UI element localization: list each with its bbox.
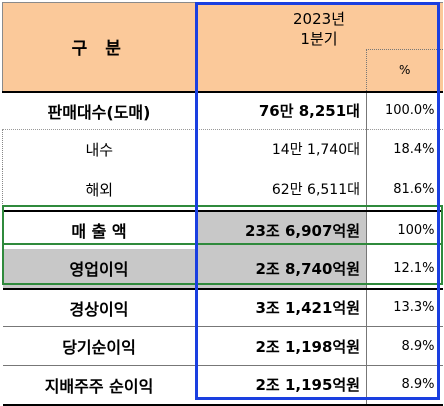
row-value: 14만 1,740대 (195, 129, 367, 169)
row-label: 지배주주 순이익 (2, 365, 196, 406)
row-percent: 8.9% (365, 365, 443, 406)
table-row: 매 출 액 23조 6,907억원 100% (2, 209, 443, 249)
row-label: 내수 (2, 129, 196, 169)
row-value: 76만 8,251대 (195, 90, 367, 130)
row-label: 판매대수(도매) (2, 90, 196, 130)
row-label: 매 출 액 (2, 209, 196, 249)
table-row: 해외 62만 6,511대 81.6% (2, 168, 443, 211)
table-row: 판매대수(도매) 76만 8,251대 100.0% (2, 90, 443, 130)
row-percent: 8.9% (365, 326, 443, 366)
row-value: 2조 8,740억원 (255, 259, 360, 278)
table-row: 내수 14만 1,740대 18.4% (2, 129, 443, 169)
row-value: 2조 1,195억원 (195, 365, 367, 406)
row-label: 해외 (2, 168, 196, 211)
row-value: 62만 6,511대 (271, 182, 360, 198)
header-period-quarter: 1분기 (300, 30, 338, 48)
header-period-year: 2023년 (293, 10, 345, 28)
row-percent: 13.3% (365, 287, 443, 327)
row-value: 23조 6,907억원 (195, 209, 367, 249)
row-label: 경상이익 (2, 287, 196, 327)
header-row: 구 분 2023년 1분기 (2, 2, 443, 92)
row-value: 3조 1,421억원 (195, 287, 367, 327)
row-percent: 12.1% (365, 248, 443, 289)
header-percent: % (365, 49, 443, 92)
header-category-label: 구 분 (2, 2, 196, 92)
row-percent: 18.4% (365, 129, 443, 169)
row-percent: 81.6% (365, 168, 443, 211)
row-value: 2조 1,198억원 (195, 326, 367, 366)
row-percent: 100.0% (365, 90, 443, 130)
row-label: 당기순이익 (2, 326, 196, 366)
header-period: 2023년 1분기 (195, 2, 443, 50)
table-row: 당기순이익 2조 1,198억원 8.9% (2, 326, 443, 366)
table-row: 경상이익 3조 1,421억원 13.3% (2, 287, 443, 327)
table-row: 영업이익 2조 8,740억원 12.1% (2, 248, 443, 289)
row-percent: 100% (365, 209, 443, 249)
table-row: 지배주주 순이익 2조 1,195억원 8.9% (2, 365, 443, 406)
row-label: 영업이익 (69, 260, 129, 279)
